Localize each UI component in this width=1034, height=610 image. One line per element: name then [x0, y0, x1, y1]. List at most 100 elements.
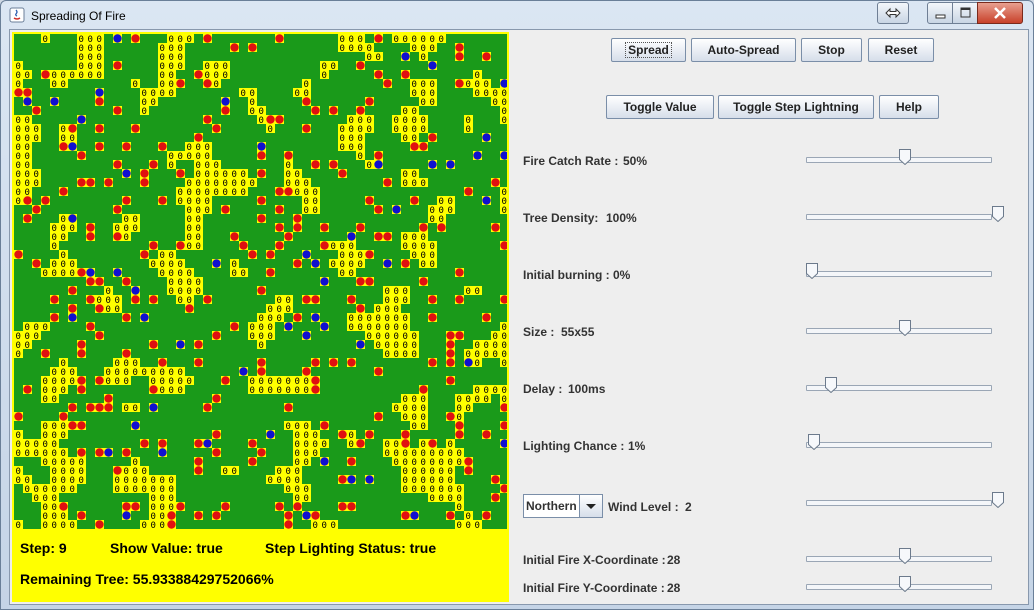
- wind-direction-select[interactable]: Northern: [523, 494, 603, 518]
- fire-x-slider[interactable]: [806, 548, 1002, 568]
- tree-density-slider[interactable]: [806, 206, 1004, 226]
- tree-cell: [257, 259, 266, 268]
- empty-cell-value: 0: [142, 476, 147, 486]
- tree-cell: [275, 358, 284, 367]
- tree-cell: [473, 439, 482, 448]
- tree-cell: [374, 385, 383, 394]
- empty-cell-value: 0: [367, 53, 372, 63]
- tree-cell: [464, 340, 473, 349]
- tree-cell: [149, 439, 158, 448]
- reset-button[interactable]: Reset: [868, 38, 934, 62]
- tree-cell: [329, 223, 338, 232]
- lightning-cell: [239, 367, 248, 376]
- toggle-step-lightning-button[interactable]: Toggle Step Lightning: [718, 95, 874, 119]
- burning-cell: [203, 115, 212, 124]
- empty-cell-value: 0: [178, 152, 183, 162]
- slider-thumb[interactable]: [899, 548, 911, 564]
- wind-level-slider[interactable]: [806, 492, 1004, 512]
- tree-cell: [446, 142, 455, 151]
- tree-cell: [104, 412, 113, 421]
- empty-cell-value: 0: [403, 449, 408, 459]
- forest-grid[interactable]: 0 0 0 0 0 0 0 0 0 0 0 0 0 0 0 00 0 0 0 0 0 0 0 0 0 0 0 00 0 0 0 0 0 0 0 00 0…: [14, 34, 507, 529]
- slider-thumb[interactable]: [899, 576, 911, 592]
- tree-cell: [185, 160, 194, 169]
- tree-cell: [419, 430, 428, 439]
- tree-cell: [149, 43, 158, 52]
- tree-cell: [203, 322, 212, 331]
- dropdown-button[interactable]: [579, 495, 602, 517]
- tree-cell: [32, 214, 41, 223]
- slider-thumb[interactable]: [992, 492, 1004, 508]
- tree-cell: [203, 394, 212, 403]
- fire-y-slider[interactable]: [806, 576, 1002, 596]
- burning-cell: [230, 232, 239, 241]
- help-button[interactable]: Help: [879, 95, 939, 119]
- slider-thumb[interactable]: [824, 377, 837, 393]
- tree-cell: [203, 97, 212, 106]
- tree-cell: [185, 466, 194, 475]
- title-bar[interactable]: Spreading Of Fire: [1, 1, 1033, 29]
- tree-cell: [401, 421, 410, 430]
- burning-cell: [68, 403, 77, 412]
- tree-cell: [491, 205, 500, 214]
- empty-cell-value: 0: [79, 44, 84, 54]
- close-button[interactable]: [977, 2, 1023, 24]
- minimize-button[interactable]: [927, 2, 954, 24]
- tree-cell: [158, 286, 167, 295]
- tree-cell: [32, 349, 41, 358]
- stop-button[interactable]: Stop: [801, 38, 862, 62]
- burning-cell: [212, 511, 221, 520]
- empty-cell-value: 0: [214, 179, 219, 189]
- empty-cell-value: 0: [178, 296, 183, 306]
- tree-cell: [77, 277, 86, 286]
- slider-thumb[interactable]: [807, 434, 820, 450]
- empty-cell-value: 0: [358, 44, 363, 54]
- tree-cell: [410, 61, 419, 70]
- tree-cell: [329, 403, 338, 412]
- tree-cell: [257, 439, 266, 448]
- tree-cell: [50, 358, 59, 367]
- slider-thumb[interactable]: [899, 149, 911, 165]
- tree-cell: [140, 52, 149, 61]
- slider-thumb[interactable]: [806, 263, 818, 279]
- tree-cell: [275, 430, 284, 439]
- maximize-button[interactable]: [952, 2, 979, 24]
- delay-slider[interactable]: [806, 377, 1002, 397]
- tree-cell: [32, 43, 41, 52]
- empty-cell-value: 0: [52, 386, 57, 396]
- burning-cell: [302, 124, 311, 133]
- tree-cell: [167, 412, 176, 421]
- tree-cell: [248, 466, 257, 475]
- slider-thumb[interactable]: [992, 206, 1004, 222]
- toggle-value-button[interactable]: Toggle Value: [606, 95, 714, 119]
- empty-cell-value: 0: [286, 179, 291, 189]
- spread-button[interactable]: Spread: [611, 38, 686, 62]
- empty-cell-value: 0: [178, 44, 183, 54]
- burning-cell: [455, 268, 464, 277]
- tree-cell: [401, 367, 410, 376]
- tree-cell: [419, 502, 428, 511]
- burning-cell: [122, 142, 131, 151]
- auto-spread-button[interactable]: Auto-Spread: [691, 38, 796, 62]
- empty-cell-value: 0: [70, 476, 75, 486]
- tree-cell: [14, 502, 23, 511]
- size-slider[interactable]: [806, 320, 1002, 340]
- tree-cell: [284, 457, 293, 466]
- empty-cell-value: 0: [88, 44, 93, 54]
- empty-cell-value: 0: [196, 287, 201, 297]
- tree-cell: [239, 106, 248, 115]
- empty-cell-value: 0: [394, 116, 399, 126]
- restore-arrows-button[interactable]: [877, 2, 909, 24]
- empty-cell-value: 0: [16, 116, 21, 126]
- slider-thumb[interactable]: [899, 320, 911, 336]
- fire-catch-rate-slider[interactable]: [806, 149, 1002, 169]
- initial-burning-slider[interactable]: [806, 263, 1002, 283]
- show-value-status: Show Value: true: [110, 540, 223, 556]
- tree-cell: [86, 124, 95, 133]
- empty-cell-value: 0: [349, 242, 354, 252]
- tree-cell: [248, 232, 257, 241]
- burning-cell: [446, 358, 455, 367]
- lighting-chance-slider[interactable]: [806, 434, 1002, 454]
- tree-cell: [401, 493, 410, 502]
- tree-cell: [338, 358, 347, 367]
